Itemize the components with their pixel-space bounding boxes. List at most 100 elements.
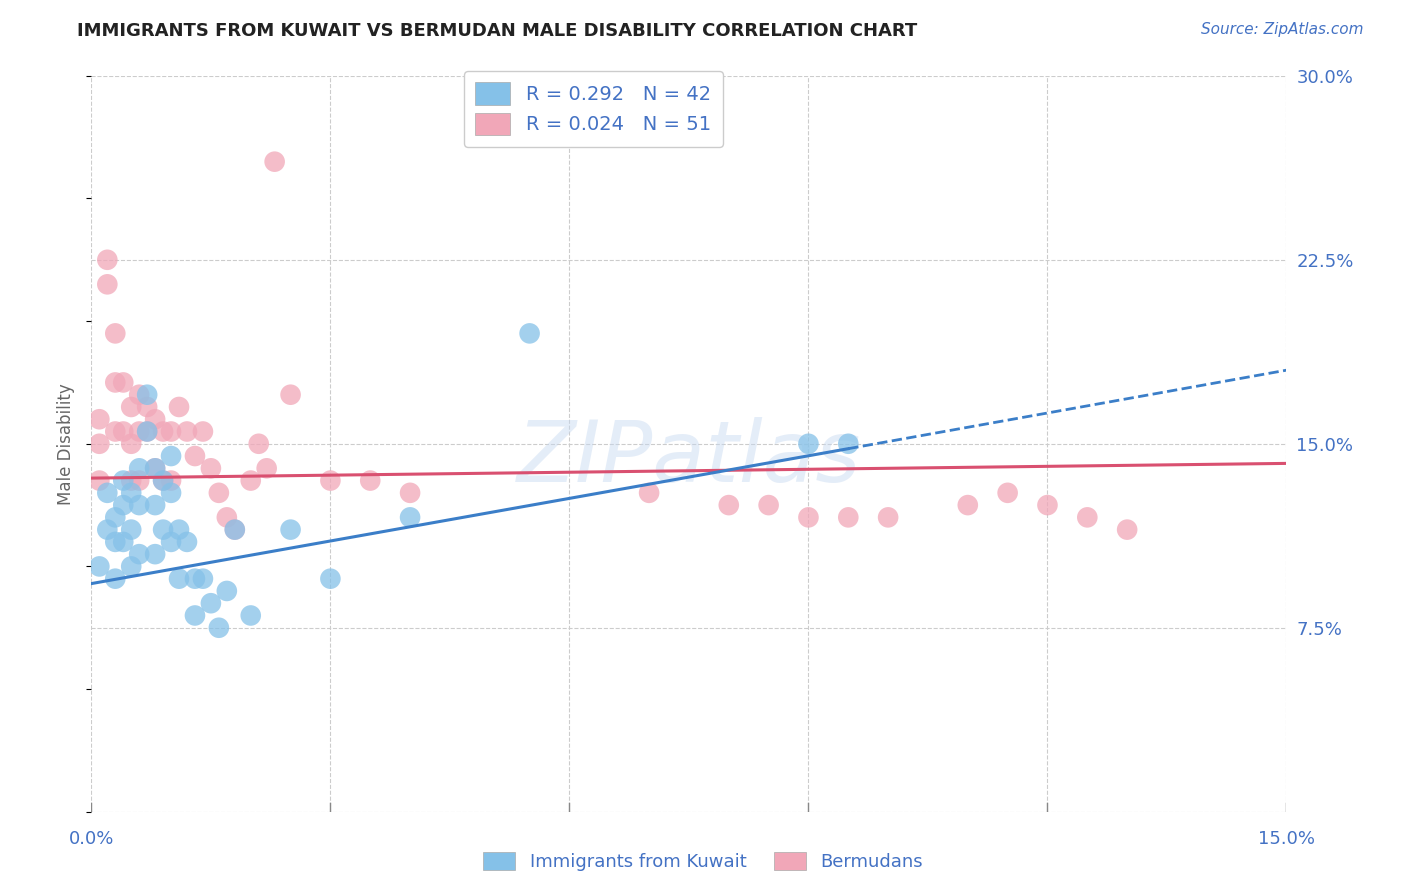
Point <box>160 485 183 500</box>
Point <box>104 326 127 341</box>
Y-axis label: Male Disability: Male Disability <box>58 383 76 505</box>
Point <box>120 559 142 574</box>
Point <box>143 461 166 475</box>
Point <box>120 436 142 450</box>
Point <box>877 510 900 524</box>
Point <box>1116 523 1139 537</box>
Point <box>247 436 270 450</box>
Point <box>184 572 207 586</box>
Point <box>837 436 859 450</box>
Point <box>160 534 183 549</box>
Point <box>152 474 174 488</box>
Point <box>104 534 127 549</box>
Point <box>152 523 174 537</box>
Point <box>89 474 111 488</box>
Point <box>797 436 820 450</box>
Point <box>717 498 740 512</box>
Point <box>136 425 159 439</box>
Point <box>280 523 302 537</box>
Point <box>104 572 127 586</box>
Point <box>319 572 342 586</box>
Point <box>96 277 118 292</box>
Point <box>104 425 127 439</box>
Point <box>143 412 166 426</box>
Point <box>152 474 174 488</box>
Point <box>176 534 198 549</box>
Point <box>160 449 183 463</box>
Point <box>319 474 342 488</box>
Point <box>224 523 246 537</box>
Point <box>200 461 222 475</box>
Point <box>956 498 979 512</box>
Point <box>104 376 127 390</box>
Point <box>112 498 135 512</box>
Point <box>136 400 159 414</box>
Text: 15.0%: 15.0% <box>1258 830 1315 848</box>
Point <box>399 510 422 524</box>
Point <box>112 474 135 488</box>
Text: Source: ZipAtlas.com: Source: ZipAtlas.com <box>1201 22 1364 37</box>
Point <box>224 523 246 537</box>
Point <box>136 387 159 401</box>
Point <box>112 534 135 549</box>
Point <box>519 326 541 341</box>
Point <box>399 485 422 500</box>
Point <box>152 425 174 439</box>
Point <box>112 376 135 390</box>
Point <box>112 425 135 439</box>
Point <box>167 572 190 586</box>
Point <box>191 572 214 586</box>
Point <box>200 596 222 610</box>
Point <box>263 154 285 169</box>
Point <box>160 425 183 439</box>
Point <box>128 387 150 401</box>
Point <box>208 485 231 500</box>
Point <box>837 510 859 524</box>
Point <box>120 400 142 414</box>
Point <box>143 498 166 512</box>
Point <box>96 252 118 267</box>
Text: IMMIGRANTS FROM KUWAIT VS BERMUDAN MALE DISABILITY CORRELATION CHART: IMMIGRANTS FROM KUWAIT VS BERMUDAN MALE … <box>77 22 918 40</box>
Legend: R = 0.292   N = 42, R = 0.024   N = 51: R = 0.292 N = 42, R = 0.024 N = 51 <box>464 70 723 147</box>
Point <box>143 461 166 475</box>
Point <box>128 425 150 439</box>
Point <box>797 510 820 524</box>
Point <box>89 559 111 574</box>
Point <box>997 485 1019 500</box>
Point <box>104 510 127 524</box>
Point <box>128 474 150 488</box>
Point <box>176 425 198 439</box>
Point <box>128 461 150 475</box>
Point <box>120 474 142 488</box>
Point <box>128 547 150 561</box>
Point <box>1036 498 1059 512</box>
Text: 0.0%: 0.0% <box>69 830 114 848</box>
Point <box>96 523 118 537</box>
Point <box>160 474 183 488</box>
Point <box>638 485 661 500</box>
Point <box>359 474 381 488</box>
Point <box>239 608 262 623</box>
Point <box>280 387 302 401</box>
Point <box>136 425 159 439</box>
Text: ZIPatlas: ZIPatlas <box>517 417 860 500</box>
Point <box>256 461 278 475</box>
Point <box>758 498 780 512</box>
Point <box>167 523 190 537</box>
Point <box>208 621 231 635</box>
Point <box>89 412 111 426</box>
Point <box>120 485 142 500</box>
Point <box>167 400 190 414</box>
Legend: Immigrants from Kuwait, Bermudans: Immigrants from Kuwait, Bermudans <box>475 845 931 879</box>
Point <box>184 449 207 463</box>
Point <box>1076 510 1098 524</box>
Point <box>120 523 142 537</box>
Point <box>184 608 207 623</box>
Point <box>215 510 238 524</box>
Point <box>143 547 166 561</box>
Point <box>215 583 238 598</box>
Point <box>191 425 214 439</box>
Point <box>128 498 150 512</box>
Point <box>89 436 111 450</box>
Point <box>239 474 262 488</box>
